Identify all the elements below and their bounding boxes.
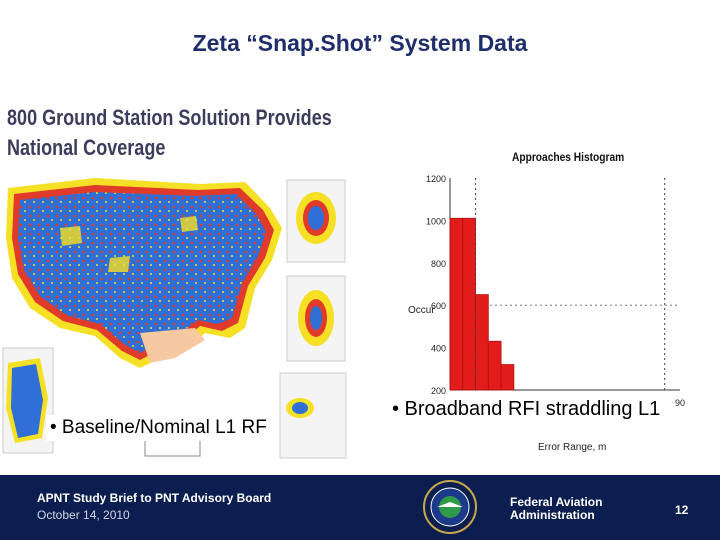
inset-puerto-rico — [286, 275, 346, 362]
map-heading-line2: National Coverage — [7, 135, 166, 160]
caption-broadband: • Broadband RFI straddling L1 — [392, 398, 661, 421]
histogram-chart: Occur Error Range, m 200 400 600 800 1000 120… — [408, 174, 685, 453]
caption-baseline: • Baseline/Nominal L1 RF — [46, 415, 271, 441]
histogram-bar — [500, 364, 515, 391]
inset-hawaii — [286, 179, 346, 263]
histogram-title: Approaches Histogram — [512, 150, 625, 164]
footer-date: October 14, 2010 — [37, 508, 130, 522]
footer-agency-line1: Federal Aviation — [510, 495, 603, 509]
inset-alaska — [2, 347, 54, 454]
footer-brief-title: APNT Study Brief to PNT Advisory Board — [37, 491, 272, 505]
conus-coverage — [6, 178, 282, 368]
footer-agency: Federal Aviation Administration — [510, 496, 602, 522]
histogram-bar — [487, 340, 502, 391]
footer-agency-line2: Administration — [510, 508, 595, 522]
y-tick-label: 800 — [431, 259, 446, 269]
histogram-ylabel: Occur — [408, 305, 435, 316]
map-heading-line1: 800 Ground Station Solution Provides — [7, 105, 332, 130]
histogram-bar — [475, 294, 489, 391]
histogram-xlabel: Error Range, m — [538, 442, 606, 453]
page-number: 12 — [675, 503, 689, 517]
y-tick-label: 600 — [431, 301, 446, 311]
coverage-map-image — [2, 178, 347, 459]
histogram-bar — [462, 217, 476, 391]
y-tick-label: 1200 — [426, 174, 446, 184]
y-tick-label: 400 — [431, 344, 446, 354]
y-tick-label: 200 — [431, 386, 446, 396]
footer-bar: APNT Study Brief to PNT Advisory Board O… — [0, 475, 720, 540]
x-tick-label: 90 — [675, 398, 685, 408]
y-tick-label: 1000 — [426, 216, 446, 226]
inset-bottom — [279, 372, 347, 459]
slide-title: Zeta “Snap.Shot” System Data — [192, 30, 528, 56]
map-heading: 800 Ground Station Solution Provides Nat… — [7, 103, 332, 163]
faa-seal-icon — [423, 480, 477, 534]
histogram-bar — [449, 217, 464, 391]
